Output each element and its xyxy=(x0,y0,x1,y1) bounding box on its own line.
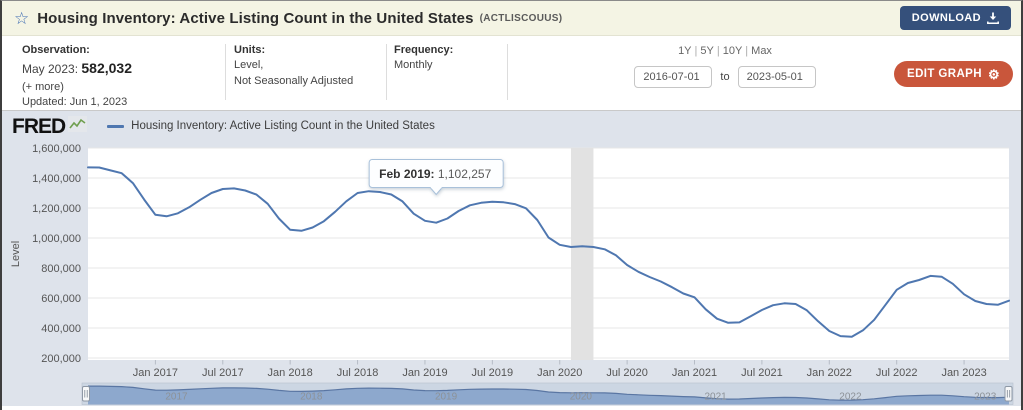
y-axis-tick-label: 600,000 xyxy=(41,293,81,305)
fred-logo: FRED xyxy=(12,114,66,138)
range-link-max[interactable]: Max xyxy=(751,45,772,57)
observation-more-link[interactable]: (+ more) xyxy=(22,80,64,93)
x-axis-tick-label: Jan 2021 xyxy=(672,367,717,379)
to-label: to xyxy=(720,71,730,83)
plot-area xyxy=(88,148,1009,360)
observation-panel: Observation: May 2023: 582,032 (+ more) … xyxy=(22,43,132,111)
navigator-year-label: 2017 xyxy=(165,392,188,403)
divider xyxy=(507,44,508,100)
legend-line-swatch xyxy=(107,124,125,128)
y-axis-tick-label: 1,000,000 xyxy=(32,233,81,245)
range-shortcuts: 1Y | 5Y | 10Y | Max xyxy=(614,45,836,57)
y-axis-tick-label: 800,000 xyxy=(41,263,81,275)
x-axis-tick-label: Jul 2019 xyxy=(472,367,514,379)
range-separator: | xyxy=(716,45,720,57)
main-chart: 200,000 400,000 600,000 800,000 1,000,000 1,2… xyxy=(10,143,1014,405)
y-axis-tick-label: 1,400,000 xyxy=(32,173,81,185)
edit-graph-label: EDIT GRAPH xyxy=(907,68,982,80)
units-panel: Units: Level, Not Seasonally Adjusted xyxy=(234,43,353,89)
x-axis-tick-label: Jul 2022 xyxy=(876,367,918,379)
navigator-left-handle[interactable] xyxy=(82,386,90,402)
units-line1: Level, xyxy=(234,59,264,72)
control-bar: Observation: May 2023: 582,032 (+ more) … xyxy=(2,36,1021,111)
x-axis-tick-label: Jan 2023 xyxy=(941,367,986,379)
range-separator: | xyxy=(745,45,749,57)
chart-header-row: FRED Housing Inventory: Active Listing C… xyxy=(12,115,435,137)
download-button[interactable]: DOWNLOAD xyxy=(899,6,1011,30)
units-label: Units: xyxy=(234,44,266,56)
navigator-year-label: 2021 xyxy=(705,392,728,403)
x-axis-tick-label: Jan 2018 xyxy=(268,367,313,379)
observation-updated: Updated: Jun 1, 2023 xyxy=(22,96,128,109)
series-line xyxy=(87,166,1010,338)
y-axis-tick-label: 400,000 xyxy=(41,323,81,335)
chart-section: FRED Housing Inventory: Active Listing C… xyxy=(2,111,1021,406)
gear-icon: ⚙ xyxy=(987,66,1000,82)
date-range-controls: 1Y|5Y|10Y|Max to xyxy=(614,45,836,88)
units-line2: Not Seasonally Adjusted xyxy=(234,74,354,87)
tooltip-text: Feb 2019: 1,102,257 xyxy=(379,167,491,181)
frequency-panel: Frequency: Monthly xyxy=(394,43,453,74)
y-axis-tick-label: 1,200,000 xyxy=(32,203,81,215)
date-to-input[interactable] xyxy=(737,66,816,88)
series-id: (ACTLISCOUUS) xyxy=(479,12,563,24)
y-axis-tick-label: 1,600,000 xyxy=(32,143,81,155)
range-link-5y[interactable]: 5Y xyxy=(700,45,714,57)
y-axis-tick-label: 200,000 xyxy=(41,353,81,365)
page-header: ☆ Housing Inventory: Active Listing Coun… xyxy=(2,1,1021,36)
x-axis-tick-label: Jan 2017 xyxy=(133,367,178,379)
download-button-label: DOWNLOAD xyxy=(911,12,981,24)
range-separator: | xyxy=(694,45,698,57)
date-from-input[interactable] xyxy=(634,66,713,88)
navigator-year-label: 2023 xyxy=(974,392,997,403)
navigator-right-handle[interactable] xyxy=(1004,386,1013,402)
favorite-star-icon[interactable]: ☆ xyxy=(14,8,30,28)
range-link-10y[interactable]: 10Y xyxy=(722,45,743,57)
chart-tooltip: Feb 2019: 1,102,257 xyxy=(368,159,504,196)
edit-graph-button[interactable]: EDIT GRAPH ⚙ xyxy=(894,61,1013,87)
observation-value: 582,032 xyxy=(81,60,132,77)
legend-label: Housing Inventory: Active Listing Count … xyxy=(131,120,435,132)
navigator-area xyxy=(88,386,1009,405)
recession-band xyxy=(570,148,594,360)
frequency-label: Frequency: xyxy=(394,44,454,56)
x-axis-tick-label: Jul 2018 xyxy=(337,367,379,379)
x-axis-tick-label: Jul 2017 xyxy=(202,367,244,379)
fred-logo-sparkline-icon xyxy=(68,115,88,137)
observation-label: Observation: xyxy=(22,44,90,56)
x-axis-tick-label: Jan 2022 xyxy=(807,367,852,379)
x-axis-tick-label: Jul 2021 xyxy=(741,367,783,379)
observation-value-row: May 2023: 582,032 xyxy=(22,59,132,79)
x-axis-tick-label: Jul 2020 xyxy=(606,367,648,379)
navigator-year-label: 2020 xyxy=(570,392,593,403)
divider xyxy=(386,44,387,100)
frequency-value: Monthly xyxy=(394,59,433,72)
observation-date: May 2023: xyxy=(22,62,79,77)
page-title: Housing Inventory: Active Listing Count … xyxy=(37,9,474,27)
navigator-year-label: 2019 xyxy=(435,392,458,403)
navigator-year-label: 2018 xyxy=(300,392,323,403)
chart-legend: Housing Inventory: Active Listing Count … xyxy=(107,120,435,132)
divider xyxy=(225,44,226,100)
download-icon xyxy=(987,12,999,24)
y-axis-title: Level xyxy=(10,241,22,267)
x-axis-tick-label: Jan 2020 xyxy=(537,367,582,379)
x-axis-tick-label: Jan 2019 xyxy=(402,367,447,379)
range-link-1y[interactable]: 1Y xyxy=(678,45,692,57)
navigator-year-label: 2022 xyxy=(839,392,862,403)
